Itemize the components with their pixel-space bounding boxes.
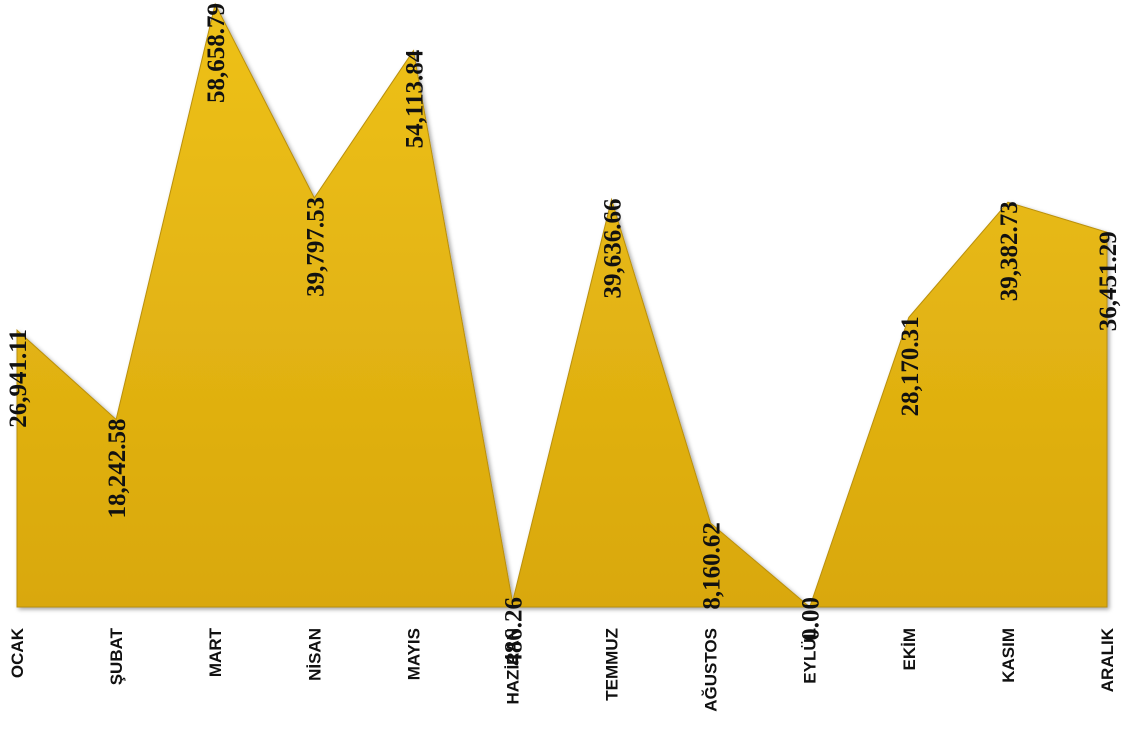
x-tick-label: NİSAN <box>305 628 324 681</box>
x-tick-label: EKİM <box>900 628 919 671</box>
data-label: 26,941.11 <box>5 329 32 428</box>
data-label: 54,113.84 <box>401 49 428 148</box>
x-tick-label: EYLÜL <box>801 628 820 684</box>
x-tick-label: AĞUSTOS <box>702 628 721 712</box>
x-tick-label: HAZİRAN <box>504 628 523 705</box>
data-label: 8,160.62 <box>699 522 726 610</box>
data-label: 58,658.79 <box>203 3 230 103</box>
area-series <box>16 2 1108 608</box>
x-tick-label: KASIM <box>999 628 1018 683</box>
x-tick-label: TEMMUZ <box>603 628 622 701</box>
x-tick-label: OCAK <box>8 627 27 678</box>
data-label: 486.26 <box>501 597 528 666</box>
x-tick-label: MART <box>206 627 225 677</box>
data-labels: 26,941.11 18,242.58 58,658.79 39,797.53 54,1… <box>5 3 1122 666</box>
x-axis-ticks: OCAK ŞUBAT MART NİSAN MAYIS HAZİRAN TEMMUZ AĞUS… <box>8 627 1117 711</box>
data-label: 28,170.31 <box>897 316 924 416</box>
data-label: 18,242.58 <box>104 419 131 519</box>
data-label: 39,797.53 <box>302 197 329 297</box>
data-label: 39,382.73 <box>996 201 1023 301</box>
x-tick-label: ŞUBAT <box>107 627 126 685</box>
x-tick-label: ARALIK <box>1098 627 1117 692</box>
area-layer <box>16 2 1108 608</box>
data-label: 36,451.29 <box>1095 231 1122 331</box>
data-label: 39,636.66 <box>600 199 627 299</box>
data-label: 0.00 <box>798 597 825 641</box>
x-tick-label: MAYIS <box>404 628 423 680</box>
